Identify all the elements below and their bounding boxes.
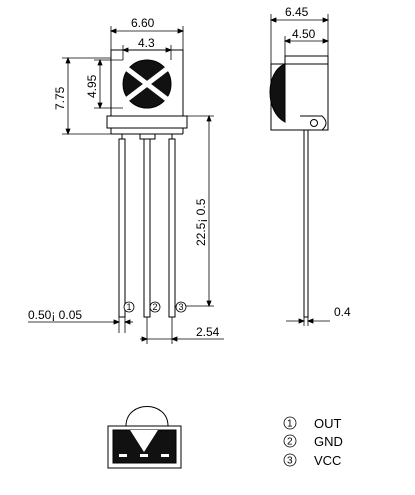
legend-num-2: 2 — [287, 437, 293, 448]
side-lead — [303, 129, 309, 318]
lead-2 — [143, 138, 151, 318]
legend-label-out: OUT — [314, 416, 342, 431]
pin-legend: 1 OUT 2 GND 3 VCC — [283, 416, 343, 468]
mount-hole — [310, 119, 318, 127]
pin-marker-2 — [149, 301, 161, 313]
pin-marker-3 — [175, 301, 187, 313]
dim-lead-length: 22.5¡ 0.5 — [194, 198, 208, 246]
dim-front-width: 6.60 — [131, 16, 155, 30]
dim-side-lens-depth: 4.50 — [292, 27, 316, 41]
dim-pin-pitch: 2.54 — [196, 325, 220, 339]
front-dimensions — [28, 26, 224, 344]
dim-lens-width: 4.3 — [138, 36, 155, 50]
lead-3 — [168, 138, 176, 318]
top-dome — [125, 406, 169, 427]
pin-number-3: 3 — [179, 302, 184, 312]
side-lens — [269, 63, 286, 123]
lead-1 — [118, 138, 126, 318]
legend-marker-3 — [283, 453, 297, 467]
front-flange — [106, 115, 188, 129]
pin-marker-1 — [123, 301, 135, 313]
dim-lead-width: 0.50¡ 0.05 — [28, 308, 82, 322]
dim-lens-height: 4.95 — [85, 74, 99, 98]
dim-lead-thickness: 0.4 — [334, 305, 351, 319]
legend-num-1: 1 — [287, 419, 293, 430]
dim-side-depth: 6.45 — [285, 5, 309, 19]
pin-number-2: 2 — [153, 302, 158, 312]
top-pin-2 — [140, 454, 148, 457]
legend-label-gnd: GND — [314, 434, 343, 449]
pin-number-1: 1 — [127, 302, 132, 312]
top-pin-3 — [161, 454, 169, 457]
pin-markers: 1 2 3 — [123, 301, 187, 313]
legend-marker-2 — [283, 434, 297, 448]
legend-label-vcc: VCC — [314, 453, 341, 468]
top-view — [107, 406, 182, 469]
top-pin-1 — [119, 454, 127, 457]
front-view — [106, 49, 188, 318]
legend-marker-1 — [283, 416, 297, 430]
legend-num-3: 3 — [287, 456, 293, 467]
side-dimensions — [269, 14, 330, 326]
lens-x-mark — [124, 66, 170, 102]
side-view — [269, 55, 329, 318]
dim-total-height: 7.75 — [53, 86, 67, 110]
